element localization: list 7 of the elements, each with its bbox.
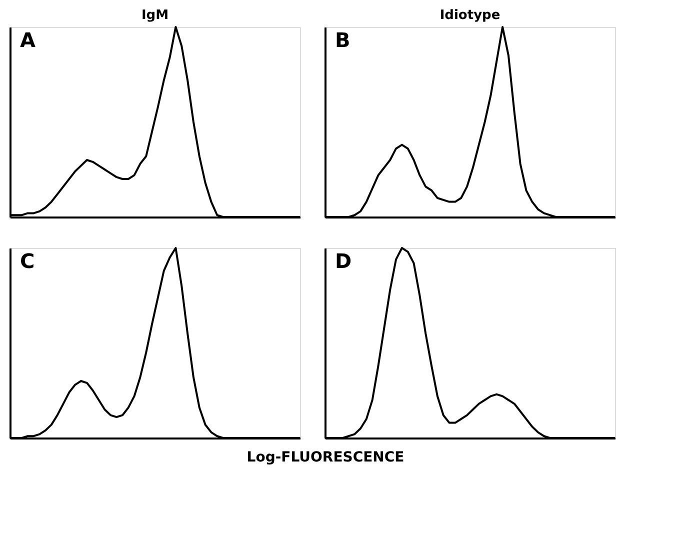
- chart-title: IgM: [141, 8, 169, 23]
- annotation: A: [20, 28, 36, 52]
- annotation: D: [335, 249, 352, 273]
- annotation: B: [335, 28, 350, 52]
- x-axis-title: Log-FLUORESCENCE: [246, 450, 404, 466]
- annotation: C: [20, 249, 35, 273]
- chart-title: Idiotype: [440, 8, 500, 23]
